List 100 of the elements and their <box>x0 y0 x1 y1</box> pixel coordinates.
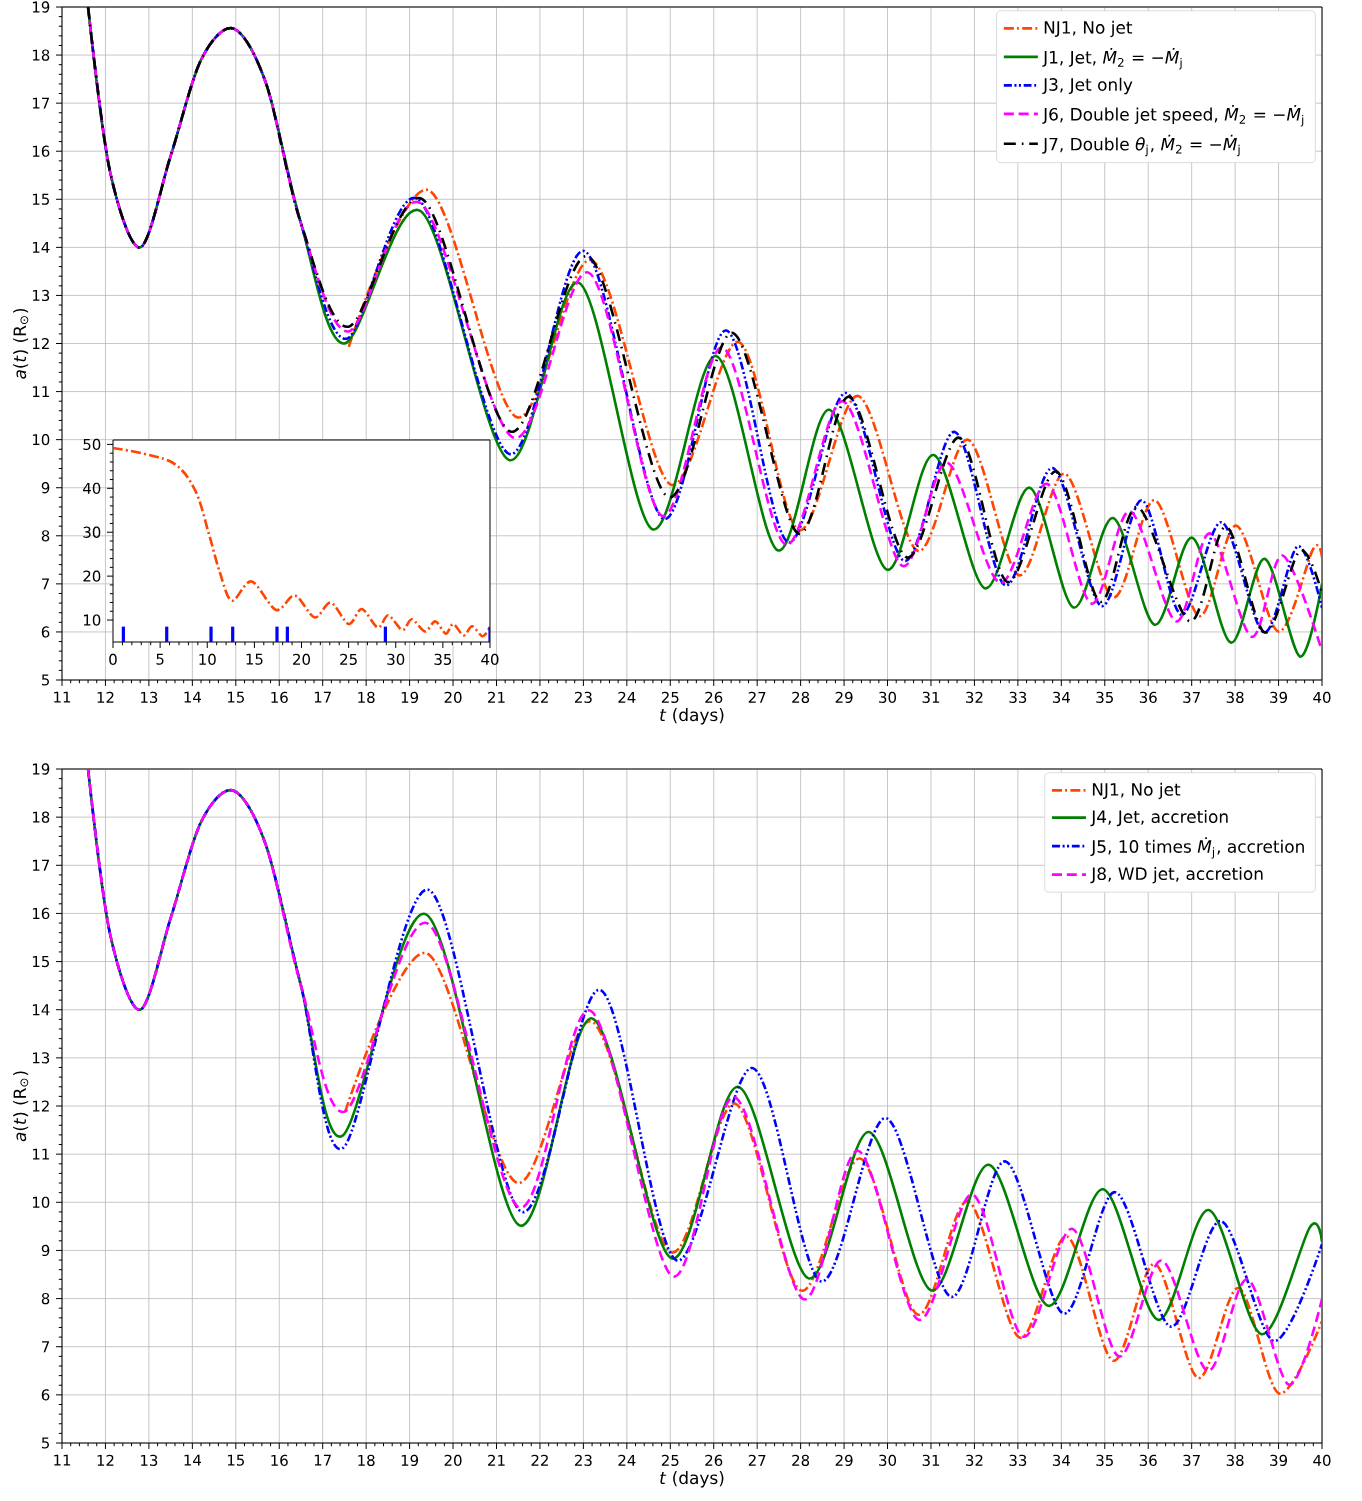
y-tick-label: 30 <box>83 526 101 538</box>
x-tick-label: 35 <box>1096 1454 1113 1467</box>
x-tick-label: 35 <box>434 653 452 665</box>
line-series <box>113 446 490 638</box>
y-axis-title: a(t) (R$_{⊙}$) <box>13 308 29 379</box>
x-tick-label: 20 <box>444 691 462 704</box>
x-axis-title: t (days) <box>660 708 724 725</box>
x-tick-label: 24 <box>618 1454 636 1466</box>
x-tick-label: 25 <box>661 691 679 704</box>
x-tick-label: 29 <box>835 1454 853 1467</box>
y-tick-label: 10 <box>32 433 50 446</box>
x-tick-label: 35 <box>1096 691 1113 704</box>
x-tick-label: 18 <box>358 1454 375 1467</box>
y-tick-label: 5 <box>41 674 49 686</box>
x-tick-label: 19 <box>401 691 419 704</box>
y-tick-label: 6 <box>41 1389 50 1401</box>
x-tick-label: 27 <box>748 1454 766 1466</box>
x-tick-label: 25 <box>661 1454 679 1467</box>
y-tick-label: 10 <box>83 614 101 626</box>
y-tick-label: 16 <box>32 907 50 920</box>
x-tick-label: 22 <box>531 1454 548 1466</box>
legend-label: NJ1, No jet <box>1044 20 1133 38</box>
x-tick-label: 21 <box>488 1454 505 1466</box>
x-tick-label: 39 <box>1270 691 1288 704</box>
x-tick-label: 10 <box>199 653 216 665</box>
x-tick-label: 37 <box>1183 1454 1200 1467</box>
x-tick-label: 11 <box>54 691 71 703</box>
x-tick-label: 37 <box>1183 691 1200 704</box>
x-axis-title: t (days) <box>660 1471 724 1488</box>
x-tick-label: 36 <box>1139 1454 1157 1467</box>
x-tick-label: 19 <box>401 1454 419 1467</box>
legend-label: J5, 10 times Ṁ$_{j}$, accretion <box>1090 837 1304 859</box>
y-tick-label: 14 <box>32 241 50 253</box>
y-tick-label: 12 <box>32 1100 49 1112</box>
x-tick-label: 15 <box>246 653 263 665</box>
x-tick-label: 18 <box>358 691 375 704</box>
y-tick-label: 11 <box>32 1148 49 1160</box>
x-tick-label: 34 <box>1052 1454 1070 1467</box>
y-tick-label: 17 <box>32 97 50 109</box>
x-tick-label: 16 <box>271 691 288 704</box>
x-tick-label: 26 <box>705 1454 723 1467</box>
x-tick-label: 24 <box>618 691 636 703</box>
y-tick-label: 19 <box>32 763 50 775</box>
y-tick-label: 6 <box>41 626 50 638</box>
x-tick-label: 14 <box>184 1454 201 1466</box>
y-tick-label: 50 <box>83 438 101 451</box>
y-tick-label: 12 <box>32 337 49 350</box>
y-tick-label: 10 <box>32 1196 50 1208</box>
x-tick-label: 17 <box>314 691 331 703</box>
y-tick-label: 13 <box>32 289 50 302</box>
x-tick-label: 38 <box>1226 1454 1244 1467</box>
x-tick-label: 20 <box>293 653 310 665</box>
y-tick-label: 19 <box>32 1 50 13</box>
x-tick-label: 25 <box>340 653 357 665</box>
y-tick-label: 9 <box>41 482 50 494</box>
x-tick-label: 20 <box>444 1454 462 1467</box>
x-tick-label: 16 <box>271 1454 288 1467</box>
legend-label: J3, Jet only <box>1042 77 1133 95</box>
x-tick-label: 15 <box>227 1454 244 1466</box>
y-tick-label: 18 <box>32 811 50 823</box>
line-series <box>347 188 1323 633</box>
y-tick-label: 8 <box>41 530 50 542</box>
x-tick-label: 13 <box>141 1454 158 1467</box>
x-tick-label: 34 <box>1052 691 1070 704</box>
y-tick-label: 16 <box>32 145 50 157</box>
x-tick-label: 33 <box>1009 691 1027 704</box>
legend-label: J6, Double jet speed, Ṁ$_{2}$ = −Ṁ$_{j}$ <box>1042 104 1304 127</box>
x-tick-label: 29 <box>835 691 853 704</box>
x-tick-label: 28 <box>792 691 810 704</box>
line-series <box>343 952 1323 1395</box>
x-tick-label: 32 <box>966 691 983 704</box>
legend-label: J8, WD jet, accretion <box>1090 866 1263 884</box>
legend-label: J4, Jet, accretion <box>1090 809 1228 827</box>
y-tick-label: 18 <box>32 49 50 61</box>
x-tick-label: 12 <box>97 691 114 703</box>
x-tick-label: 40 <box>1313 691 1331 704</box>
y-tick-label: 14 <box>32 1004 50 1016</box>
y-axis-title: a(t) (R$_{⊙}$) <box>13 1071 29 1142</box>
x-tick-label: 13 <box>141 691 158 704</box>
x-tick-label: 30 <box>387 653 405 665</box>
y-tick-label: 13 <box>32 1052 50 1064</box>
y-tick-label: 11 <box>32 386 49 398</box>
y-tick-label: 9 <box>41 1244 50 1257</box>
legend-label: NJ1, No jet <box>1092 782 1181 800</box>
y-tick-label: 15 <box>32 956 49 968</box>
y-tick-label: 5 <box>41 1437 49 1449</box>
x-tick-label: 31 <box>922 1454 940 1467</box>
x-tick-label: 40 <box>481 653 499 665</box>
x-tick-label: 27 <box>748 691 766 703</box>
x-tick-label: 11 <box>54 1454 71 1466</box>
x-tick-label: 15 <box>227 691 244 703</box>
x-tick-label: 21 <box>488 691 505 703</box>
x-tick-label: 33 <box>1009 1454 1027 1467</box>
x-tick-label: 23 <box>574 691 592 704</box>
y-tick-label: 17 <box>32 859 50 871</box>
x-tick-label: 31 <box>922 691 940 704</box>
y-tick-label: 8 <box>41 1292 50 1305</box>
x-tick-label: 17 <box>314 1454 331 1466</box>
y-tick-label: 7 <box>42 578 50 590</box>
x-tick-label: 39 <box>1270 1454 1288 1467</box>
